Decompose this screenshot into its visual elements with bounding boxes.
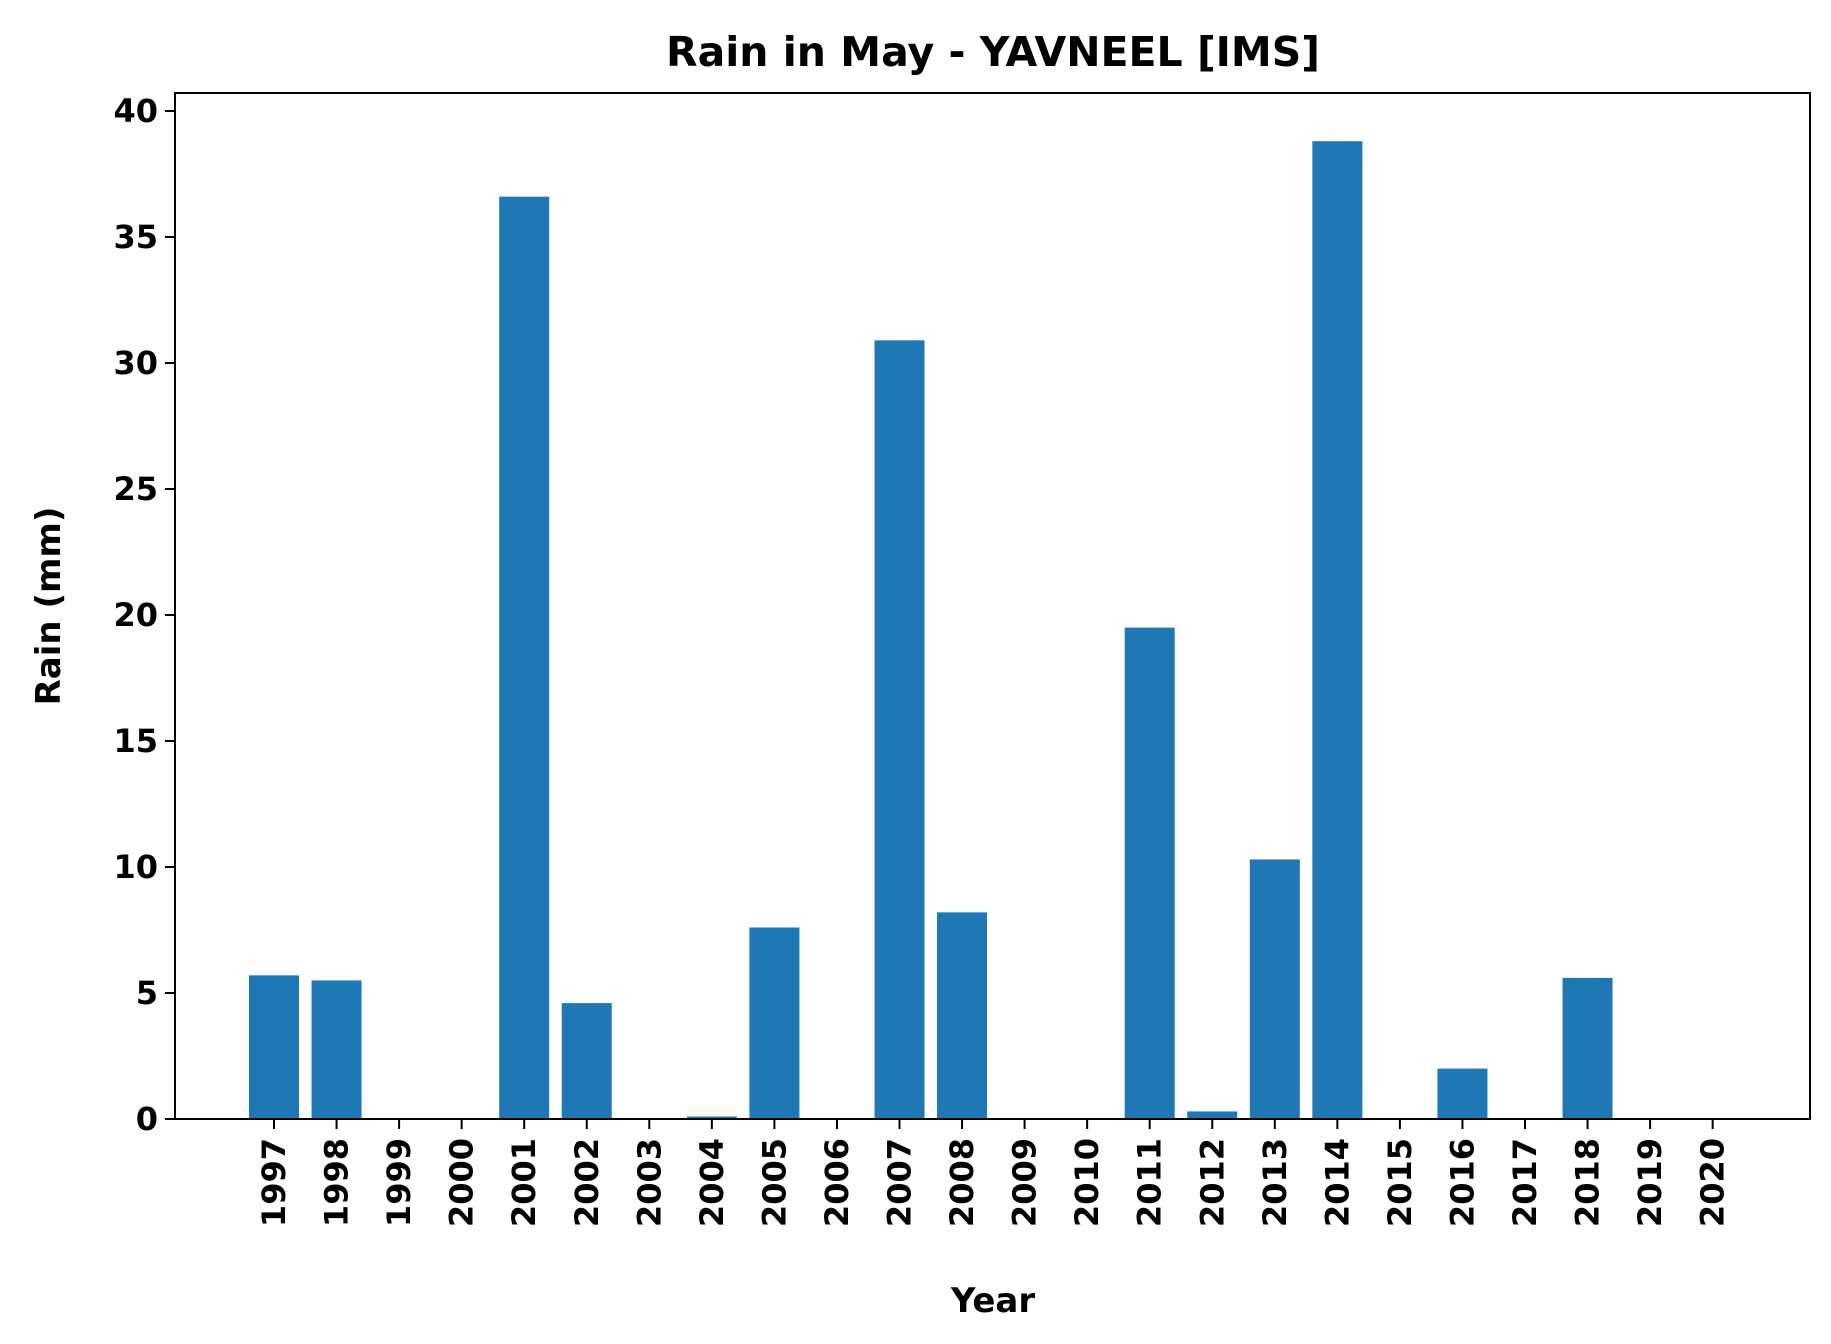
x-tick-label-2000: 2000	[443, 1138, 481, 1227]
bar-2014	[1312, 141, 1363, 1120]
bar-2016	[1437, 1068, 1488, 1119]
x-tick-label-2003: 2003	[630, 1138, 668, 1227]
x-tick-label-2013: 2013	[1256, 1138, 1294, 1227]
x-axis: 1997 1998 1999 2000 2001 2002 2003 2004 2005 2006…	[255, 1119, 1732, 1227]
x-tick-label-2017: 2017	[1506, 1138, 1544, 1227]
x-tick-label-2014: 2014	[1318, 1138, 1356, 1227]
plot-frame	[174, 92, 1811, 1120]
x-tick-label-2007: 2007	[881, 1138, 919, 1227]
bars-group	[249, 141, 1613, 1120]
x-tick-label-2016: 2016	[1443, 1138, 1481, 1227]
x-tick-label-2012: 2012	[1193, 1138, 1231, 1227]
bar-2002	[561, 1003, 612, 1119]
x-tick-label-2015: 2015	[1381, 1138, 1419, 1227]
bar-2007	[874, 340, 925, 1119]
x-tick-label-2002: 2002	[568, 1138, 606, 1227]
x-tick-label-2006: 2006	[818, 1138, 856, 1227]
bar-2005	[749, 927, 800, 1119]
x-tick-label-2010: 2010	[1068, 1138, 1106, 1227]
y-tick-label-10: 10	[113, 848, 158, 886]
y-tick-label-30: 30	[113, 344, 158, 382]
y-tick-label-5: 5	[136, 974, 158, 1012]
y-tick-label-20: 20	[113, 596, 158, 634]
x-tick-label-2001: 2001	[505, 1138, 543, 1227]
x-tick-label-2008: 2008	[943, 1138, 981, 1227]
bar-1997	[249, 975, 299, 1119]
y-tick-label-0: 0	[136, 1100, 158, 1138]
x-tick-label-2018: 2018	[1569, 1138, 1607, 1227]
x-tick-label-2004: 2004	[693, 1138, 731, 1227]
bar-2008	[937, 912, 988, 1119]
bar-2012	[1187, 1111, 1238, 1119]
x-tick-label-2020: 2020	[1694, 1138, 1732, 1227]
x-axis-label: Year	[950, 1281, 1036, 1321]
y-tick-label-15: 15	[113, 722, 158, 760]
y-tick-label-25: 25	[113, 470, 158, 508]
x-tick-label-1998: 1998	[318, 1138, 356, 1227]
bar-2011	[1124, 627, 1175, 1119]
bar-2004	[686, 1116, 737, 1119]
x-tick-label-1999: 1999	[380, 1138, 418, 1227]
bar-1998	[311, 980, 362, 1119]
x-tick-label-2011: 2011	[1131, 1138, 1169, 1227]
y-axis-label: Rain (mm)	[29, 507, 69, 706]
bar-2018	[1562, 977, 1613, 1119]
y-tick-label-35: 35	[113, 218, 158, 256]
x-tick-label-2009: 2009	[1006, 1138, 1044, 1227]
x-tick-label-2019: 2019	[1631, 1138, 1669, 1227]
chart-title: Rain in May - YAVNEEL [IMS]	[666, 28, 1320, 76]
bar-2001	[499, 196, 550, 1119]
x-tick-label-2005: 2005	[755, 1138, 793, 1227]
x-tick-label-1997: 1997	[255, 1138, 293, 1227]
y-tick-label-40: 40	[113, 92, 158, 130]
y-axis: 0 5 10 15 20 25 30 35 40	[113, 92, 175, 1138]
bar-2013	[1249, 859, 1300, 1119]
